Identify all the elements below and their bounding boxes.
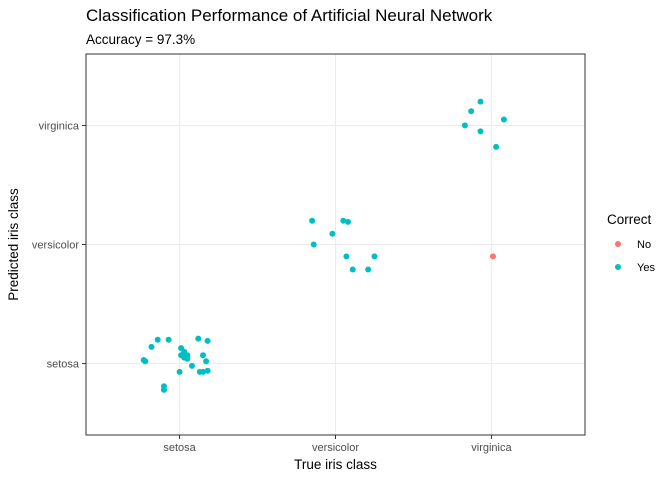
data-point-yes (161, 386, 167, 393)
data-point-yes (365, 266, 372, 273)
legend-title: Correct (607, 212, 652, 227)
data-point-yes (154, 336, 161, 343)
data-point-yes (165, 336, 172, 343)
data-points (140, 98, 507, 393)
data-point-yes (189, 362, 195, 369)
y-axis-title: Predicted iris class (6, 188, 21, 301)
data-point-yes (349, 266, 356, 273)
data-point-yes (500, 116, 507, 123)
data-point-yes (142, 358, 149, 365)
x-tick-label: versicolor (312, 442, 359, 454)
y-tick-label: virginica (39, 120, 80, 132)
data-point-yes (176, 368, 183, 375)
legend: Correct No Yes (607, 212, 655, 274)
x-tick-label: virginica (471, 442, 512, 454)
data-point-yes (200, 352, 206, 359)
data-point-yes (204, 337, 211, 344)
chart-subtitle: Accuracy = 97.3% (86, 32, 195, 47)
data-point-yes (345, 218, 351, 225)
data-point-yes (477, 98, 484, 105)
legend-label-no: No (637, 239, 651, 251)
data-point-yes (204, 367, 211, 374)
y-tick-label: versicolor (32, 240, 79, 252)
data-point-yes (477, 128, 484, 135)
data-point-yes (493, 143, 500, 150)
x-tick-label: setosa (163, 442, 196, 454)
data-point-no (490, 253, 496, 260)
data-point-yes (195, 335, 202, 342)
y-axis-ticks: setosa versicolor virginica (32, 120, 86, 371)
chart-title: Classification Performance of Artificial… (86, 6, 493, 25)
x-axis-ticks: setosa versicolor virginica (163, 435, 512, 454)
data-point-yes (200, 368, 206, 375)
data-point-yes (468, 108, 475, 115)
legend-items: No Yes (615, 239, 655, 274)
data-point-yes (203, 358, 210, 365)
x-axis-title: True iris class (294, 457, 377, 472)
data-point-yes (148, 343, 155, 350)
y-tick-label: setosa (47, 359, 80, 371)
data-point-yes (343, 253, 350, 260)
data-point-yes (329, 230, 336, 237)
legend-key-yes (615, 264, 621, 270)
data-point-yes (461, 122, 468, 129)
data-point-yes (371, 253, 378, 260)
data-point-yes (309, 217, 316, 224)
legend-key-no (615, 241, 621, 247)
data-point-yes (340, 217, 347, 224)
legend-label-yes: Yes (637, 262, 655, 274)
grid-lines (86, 54, 585, 435)
data-point-yes (310, 241, 317, 248)
data-point-yes (184, 355, 191, 362)
